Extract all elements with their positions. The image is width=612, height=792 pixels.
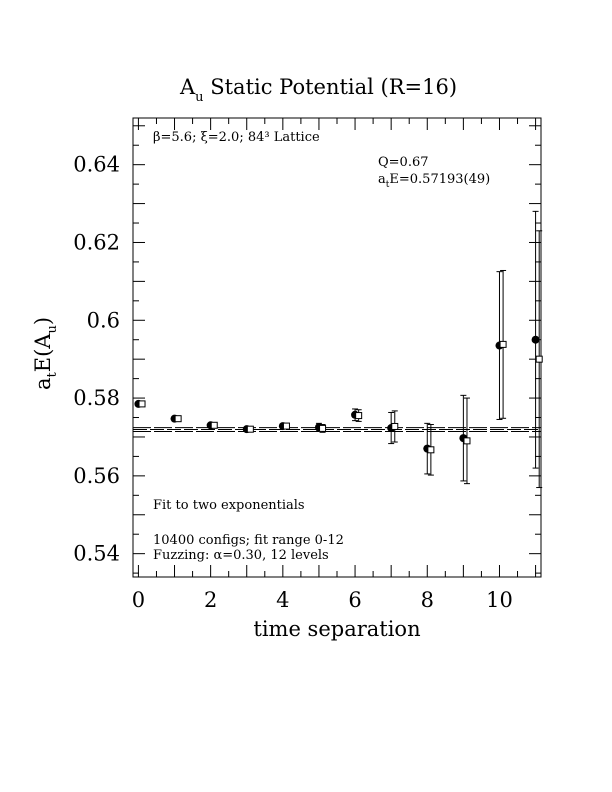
axis-ticks [133, 118, 541, 577]
chart-title: Au Static Potential (R=16) [179, 75, 457, 105]
x-tick-label: 4 [276, 588, 289, 612]
y-tick-label: 0.64 [73, 153, 120, 177]
y-tick-label: 0.58 [73, 386, 120, 410]
y-tick-label: 0.6 [87, 308, 120, 332]
data-point-circle [531, 335, 540, 344]
annotation-lattice: β=5.6; ξ=2.0; 84³ Lattice [153, 130, 320, 145]
annotation-fuzzing: Fuzzing: α=0.30, 12 levels [153, 548, 329, 563]
x-tick-label: 2 [204, 588, 217, 612]
x-tick-label: 6 [348, 588, 361, 612]
y-tick-label: 0.56 [73, 464, 120, 488]
chart-title-subscript: u [195, 90, 203, 105]
data-point-square [427, 446, 435, 454]
y-tick-label: 0.54 [73, 542, 120, 566]
x-axis-label: time separation [253, 617, 420, 641]
data-point-square [319, 424, 327, 432]
data-point-square [391, 422, 399, 430]
x-tick-label: 8 [421, 588, 434, 612]
y-axis-label: atE(Au) [31, 317, 60, 390]
data-point-square [174, 415, 182, 423]
y-tick-labels: 0.54 0.56 0.58 0.6 0.62 0.64 [73, 153, 120, 566]
data-point-square [463, 437, 471, 445]
fit-band [133, 427, 541, 433]
x-tick-labels: 0 2 4 6 8 10 [132, 588, 513, 612]
data-points [134, 210, 543, 489]
annotation-q: Q=0.67 [378, 155, 429, 170]
annotation-energy: atE=0.57193(49) [378, 172, 490, 190]
data-point-square [246, 425, 254, 433]
x-tick-label: 0 [132, 588, 145, 612]
y-tick-label: 0.62 [73, 230, 120, 254]
annotation-fit: Fit to two exponentials [153, 498, 305, 513]
data-point-square [210, 421, 218, 429]
data-point-square [355, 412, 363, 420]
data-point-square [282, 422, 290, 430]
annotation-configs: 10400 configs; fit range 0-12 [153, 533, 344, 548]
data-point-square [138, 400, 146, 408]
data-point-square [499, 340, 507, 348]
x-tick-label: 10 [486, 588, 513, 612]
data-point-square [535, 355, 543, 363]
